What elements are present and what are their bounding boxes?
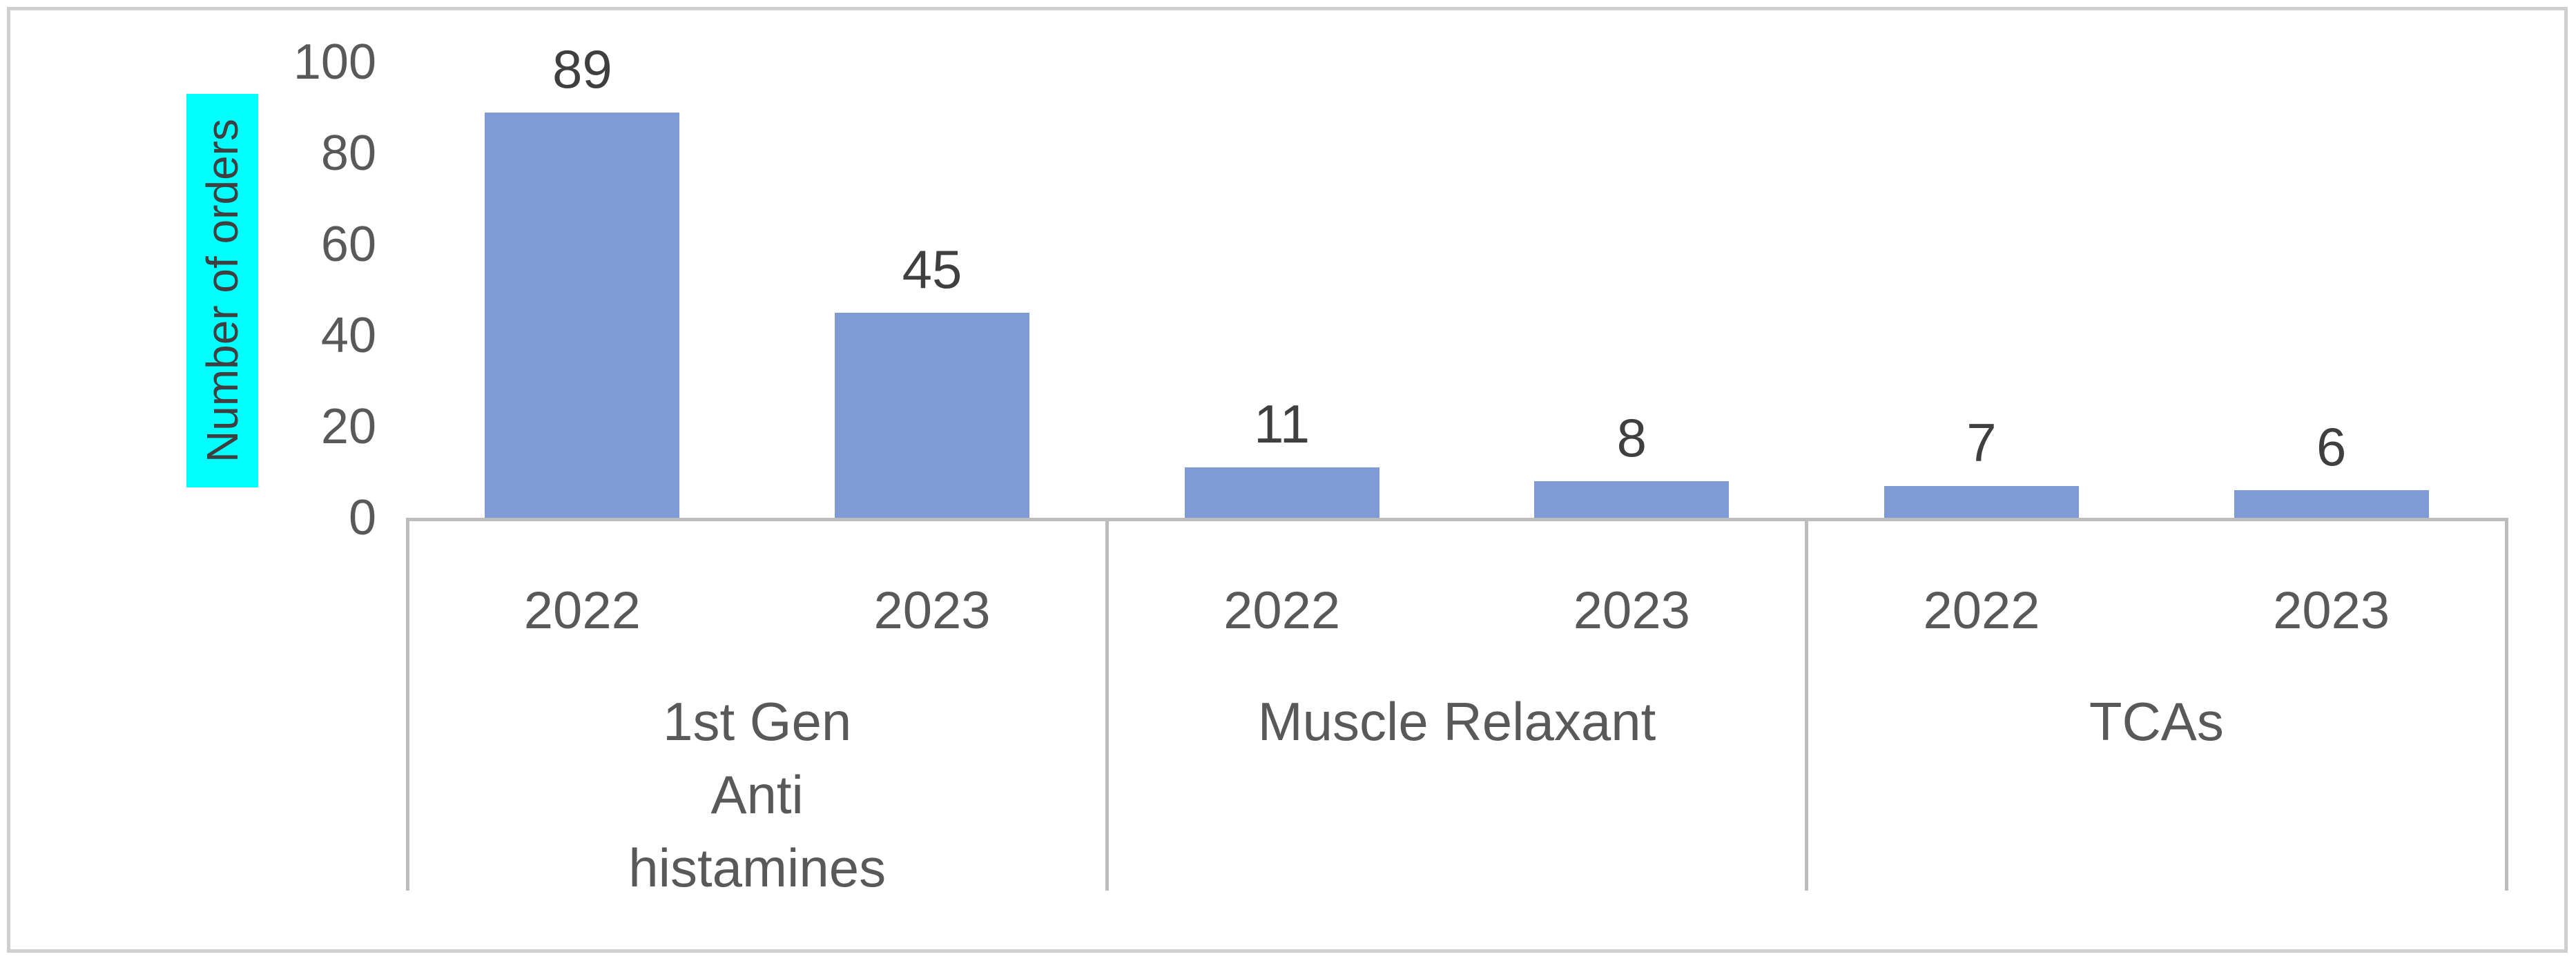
bar (835, 313, 1029, 518)
x-axis-line (406, 518, 2508, 521)
bar (1534, 481, 1730, 518)
bar-value-label: 7 (1966, 411, 1997, 473)
x-tick-year-label: 2022 (1223, 581, 1341, 640)
bar-value-label: 6 (2316, 416, 2347, 478)
bar-value-label: 89 (552, 38, 612, 99)
bar (1184, 467, 1379, 518)
bar (1884, 485, 2079, 518)
bar-value-label: 45 (902, 239, 962, 300)
y-tick-label: 80 (320, 126, 376, 181)
x-group-label-line: Muscle Relaxant (1257, 691, 1656, 752)
x-group-label: 1st Gen Anti histamines (407, 685, 1107, 904)
x-group-label-line: TCAs (2089, 691, 2224, 752)
x-group-label-line: histamines (628, 837, 887, 898)
category-divider-line (1805, 518, 1809, 891)
x-tick-year-label: 2022 (523, 581, 641, 640)
category-divider-line (2504, 518, 2508, 891)
x-group-label-line: 1st Gen (663, 691, 852, 752)
y-tick-label: 60 (320, 217, 376, 272)
category-divider-line (1105, 518, 1109, 891)
x-tick-year-label: 2023 (873, 581, 991, 640)
category-divider-line (405, 518, 409, 891)
x-tick-year-label: 2022 (1923, 581, 2040, 640)
bar (2234, 490, 2429, 518)
y-tick-label: 40 (320, 308, 376, 363)
y-tick-label: 20 (320, 399, 376, 454)
x-group-label: TCAs (1807, 685, 2506, 758)
y-axis-title: Number of orders (186, 94, 258, 487)
x-group-label-line: Anti (710, 764, 804, 825)
y-tick-label: 100 (293, 35, 376, 90)
x-tick-year-label: 2023 (2273, 581, 2390, 640)
x-group-label: Muscle Relaxant (1107, 685, 1806, 758)
bar-value-label: 11 (1254, 394, 1310, 455)
bar-value-label: 8 (1616, 407, 1647, 469)
x-tick-year-label: 2023 (1573, 581, 1690, 640)
y-tick-label: 0 (348, 490, 376, 545)
bar (485, 112, 680, 518)
